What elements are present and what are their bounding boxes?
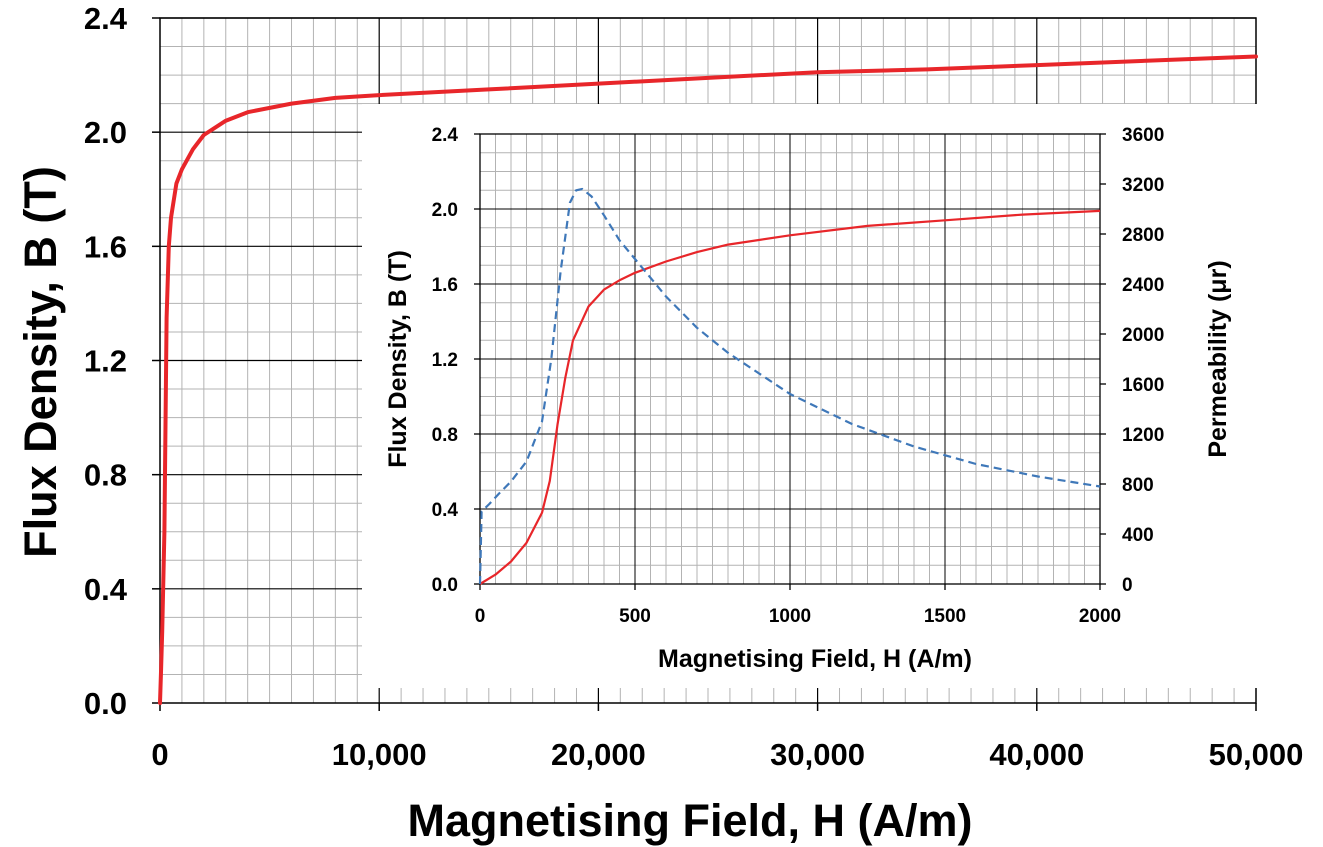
main-x-axis-title: Magnetising Field, H (A/m) [407,795,972,846]
inset-x-tick-label: 500 [619,606,651,627]
main-x-tick-label: 30,000 [770,737,865,772]
inset-y-tick-label: 2.0 [432,200,458,221]
main-y-tick-label: 0.8 [84,458,127,493]
main-x-tick-label: 10,000 [332,737,427,772]
main-x-tick-label: 0 [151,737,168,772]
inset-y-tick-label: 1.6 [432,275,458,296]
inset-y-right-tick-label: 800 [1122,475,1154,496]
inset-y-right-tick-label: 1600 [1122,375,1164,396]
inset-bh-curve [479,209,1101,585]
inset-y-right-tick-label: 2800 [1122,225,1164,246]
main-x-tick-label: 20,000 [551,737,646,772]
main-y-tick-label: 1.2 [84,344,127,379]
main-x-tick-label: 40,000 [989,737,1084,772]
main-y-tick-label: 0.4 [84,572,128,607]
inset-y-right-tick-label: 3200 [1122,175,1164,196]
inset-bh-permeability-chart: 0.0 0.4 0.8 1.2 1.6 2.0 2.4 0 400 800 1200 1600 2000… [362,104,1257,688]
inset-y-right-tick-label: 400 [1122,525,1154,546]
main-bh-curve [158,54,1258,705]
main-y-tick-label: 1.6 [84,229,127,264]
inset-x-tick-label: 1000 [769,606,811,627]
inset-x-axis-title: Magnetising Field, H (A/m) [658,645,972,673]
inset-y-tick-label: 0.8 [432,425,458,446]
inset-y-tick-label: 1.2 [432,350,458,371]
inset-permeability-curve [478,187,1101,585]
inset-y-right-tick-label: 1200 [1122,425,1164,446]
inset-y-right-tick-label: 2400 [1122,275,1164,296]
inset-y-tick-label: 0.4 [432,500,459,521]
inset-y-tick-label: 0.0 [432,575,458,596]
main-y-tick-label: 2.4 [84,1,128,36]
inset-x-tick-label: 2000 [1079,606,1121,627]
inset-y-axis-title: Flux Density, B (T) [384,250,412,468]
inset-y-tick-label: 2.4 [432,125,459,146]
main-x-tick-label: 50,000 [1209,737,1304,772]
main-y-tick-label: 2.0 [84,115,127,150]
inset-y-right-tick-label: 0 [1122,575,1133,596]
inset-x-tick-label: 0 [475,606,486,627]
inset-y-right-axis-title: Permeability (μr) [1204,260,1232,457]
main-y-tick-label: 0.0 [84,686,127,721]
main-y-axis-title: Flux Density, B (T) [15,166,66,558]
inset-y-right-tick-label: 3600 [1122,125,1164,146]
inset-y-right-tick-label: 2000 [1122,325,1164,346]
inset-x-tick-label: 1500 [924,606,966,627]
